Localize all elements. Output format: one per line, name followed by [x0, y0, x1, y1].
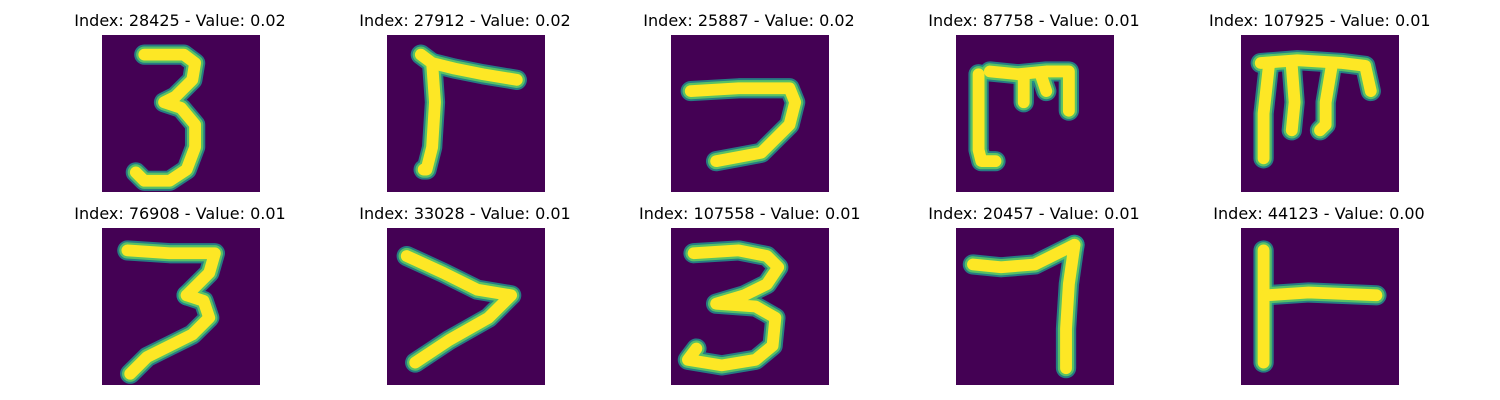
panel-title: Index: 44123 - Value: 0.00 — [1213, 204, 1425, 223]
digit-image — [1241, 228, 1399, 385]
digit-stroke — [1254, 54, 1377, 97]
digit-stroke — [400, 250, 518, 369]
panel-title: Index: 87758 - Value: 0.01 — [928, 11, 1140, 30]
digit-image — [671, 35, 829, 192]
digit-stroke — [1260, 286, 1383, 302]
digit-stroke — [426, 57, 523, 86]
image-background — [387, 35, 545, 192]
digit-stroke — [1257, 57, 1276, 165]
digit-image — [387, 35, 545, 192]
digit-image — [956, 228, 1114, 385]
digit-glyph — [671, 35, 829, 192]
digit-stroke — [1060, 238, 1081, 375]
image-panel: Index: 107925 - Value: 0.01 — [1209, 0, 1431, 192]
image-panel: Index: 107558 - Value: 0.01 — [639, 193, 861, 385]
digit-stroke — [129, 48, 202, 187]
digit-stroke — [967, 238, 1081, 274]
panel-title: Index: 28425 - Value: 0.02 — [74, 11, 286, 30]
image-background — [671, 35, 829, 192]
digit-stroke — [682, 244, 785, 372]
digit-glyph — [387, 35, 545, 192]
digit-glyph — [102, 228, 260, 385]
digit-stroke — [983, 65, 1075, 117]
panel-title: Index: 25887 - Value: 0.02 — [643, 11, 855, 30]
digit-stroke — [1034, 68, 1053, 97]
digit-image — [956, 35, 1114, 192]
digit-stroke — [684, 82, 802, 168]
digit-image — [387, 228, 545, 385]
digit-glyph — [387, 228, 545, 385]
digit-glyph — [956, 228, 1114, 385]
digit-stroke — [124, 289, 216, 380]
panel-title: Index: 107925 - Value: 0.01 — [1209, 11, 1431, 30]
digit-stroke — [1314, 62, 1338, 137]
digit-image — [671, 228, 829, 385]
digit-stroke — [972, 68, 1002, 168]
panel-title: Index: 33028 - Value: 0.01 — [359, 204, 571, 223]
digit-image — [102, 35, 260, 192]
panel-title: Index: 20457 - Value: 0.01 — [928, 204, 1140, 223]
image-panel: Index: 44123 - Value: 0.00 — [1209, 193, 1429, 385]
image-panel: Index: 25887 - Value: 0.02 — [639, 0, 859, 192]
digit-glyph — [671, 228, 829, 385]
image-panel: Index: 33028 - Value: 0.01 — [355, 193, 575, 385]
image-panel: Index: 76908 - Value: 0.01 — [70, 193, 290, 385]
image-panel: Index: 20457 - Value: 0.01 — [924, 193, 1144, 385]
digit-image — [1241, 35, 1399, 192]
digit-stroke — [1285, 59, 1301, 137]
digit-glyph — [1241, 35, 1399, 192]
image-panel: Index: 27912 - Value: 0.02 — [355, 0, 575, 192]
digit-glyph — [102, 35, 260, 192]
digit-glyph — [956, 35, 1114, 192]
panel-title: Index: 76908 - Value: 0.01 — [74, 204, 286, 223]
panel-title: Index: 27912 - Value: 0.02 — [359, 11, 571, 30]
image-panel: Index: 87758 - Value: 0.01 — [924, 0, 1144, 192]
panel-title: Index: 107558 - Value: 0.01 — [639, 204, 861, 223]
image-background — [956, 228, 1114, 385]
digit-stroke — [121, 244, 221, 302]
image-panel: Index: 28425 - Value: 0.02 — [70, 0, 290, 192]
digit-image — [102, 228, 260, 385]
digit-glyph — [1241, 228, 1399, 385]
